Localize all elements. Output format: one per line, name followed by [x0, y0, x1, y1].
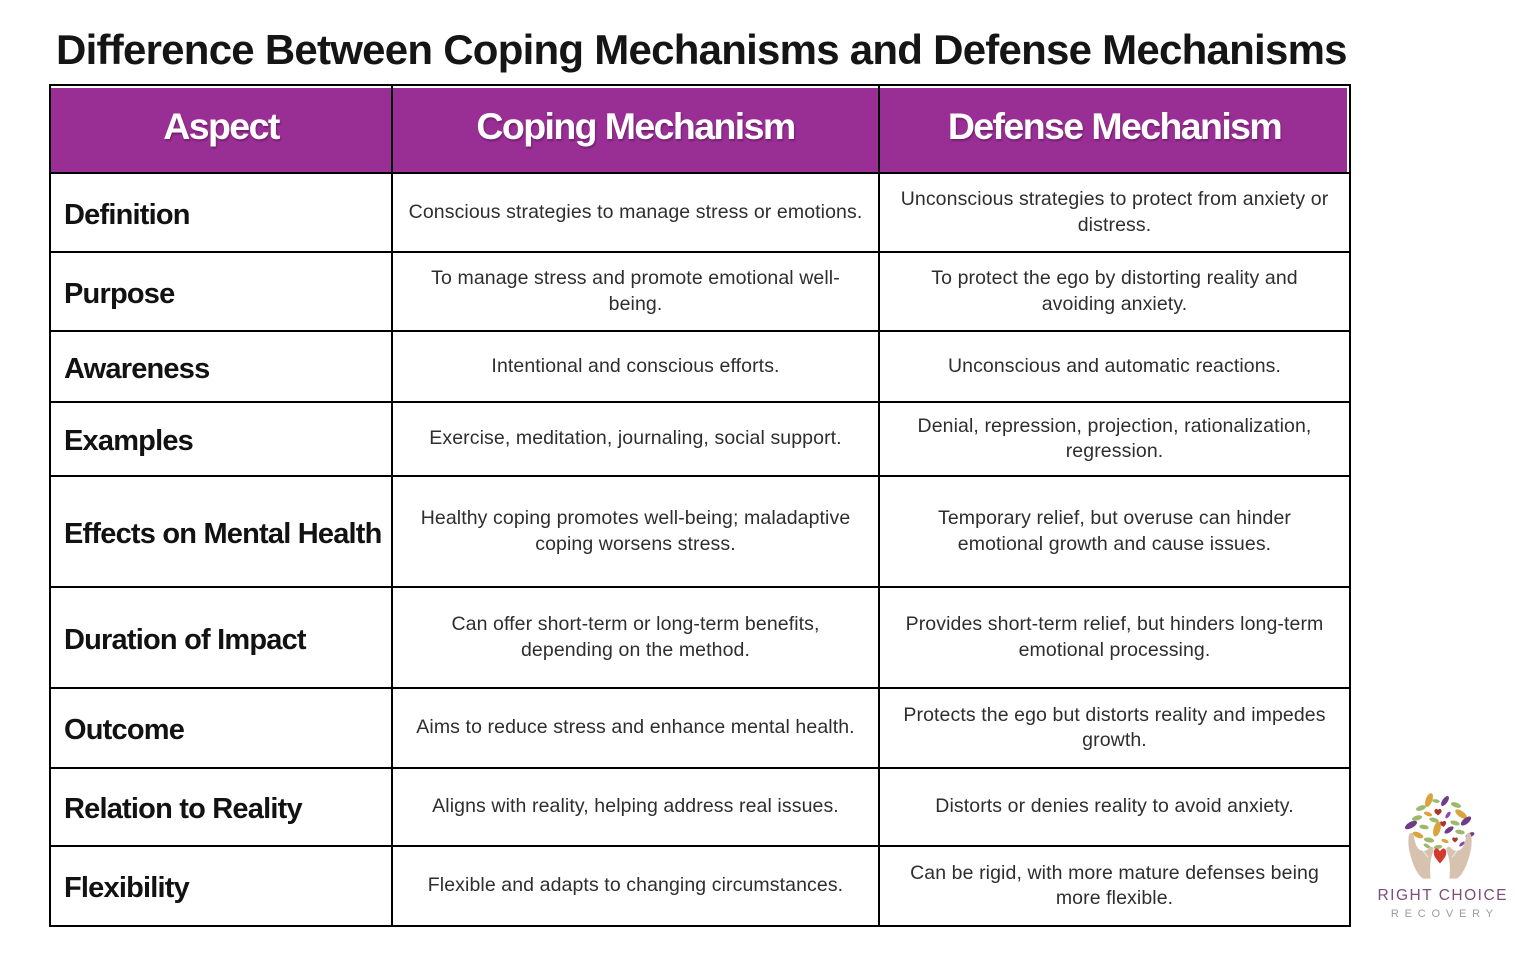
defense-mechanism-cell: Temporary relief, but overuse can hinder…: [880, 477, 1349, 588]
defense-mechanism-cell: Protects the ego but distorts reality an…: [880, 689, 1349, 769]
defense-mechanism-cell: Provides short-term relief, but hinders …: [880, 588, 1349, 689]
right-choice-recovery-logo: RIGHT CHOICE RECOVERY: [1371, 781, 1513, 920]
row-label: Relation to Reality: [51, 769, 393, 847]
page-title: Difference Between Coping Mechanisms and…: [56, 26, 1348, 73]
row-label: Effects on Mental Health: [51, 477, 393, 588]
coping-mechanism-cell: Exercise, meditation, journaling, social…: [393, 403, 880, 477]
hands-holding-heart-icon: [1404, 793, 1475, 879]
coping-mechanism-cell: Flexible and adapts to changing circumst…: [393, 847, 880, 925]
column-header-defense-mechanism: Defense Mechanism: [880, 86, 1349, 174]
row-label: Outcome: [51, 689, 393, 769]
logo-text-recovery: RECOVERY: [1390, 908, 1499, 920]
row-label: Flexibility: [51, 847, 393, 925]
row-label: Awareness: [51, 332, 393, 403]
defense-mechanism-cell: Can be rigid, with more mature defenses …: [910, 861, 1319, 910]
defense-mechanism-cell: Unconscious and automatic reactions.: [880, 332, 1349, 403]
row-label: Purpose: [51, 253, 393, 332]
defense-mechanism-cell: Unconscious strategies to protect from a…: [880, 174, 1349, 253]
row-label: Definition: [51, 174, 393, 253]
coping-mechanism-cell: Conscious strategies to manage stress or…: [393, 174, 880, 253]
column-header-aspect: Aspect: [51, 86, 393, 174]
coping-mechanism-cell: Healthy coping promotes well-being; mala…: [393, 477, 880, 588]
row-label: Duration of Impact: [51, 588, 393, 689]
coping-mechanism-cell: To manage stress and promote emotional w…: [393, 253, 880, 332]
coping-mechanism-cell: Aims to reduce stress and enhance mental…: [393, 689, 880, 769]
defense-mechanism-cell: To protect the ego by distorting reality…: [880, 253, 1349, 332]
logo-text-right-choice: RIGHT CHOICE: [1377, 887, 1509, 904]
defense-mechanism-cell: Denial, repression, projection, rational…: [880, 403, 1349, 477]
row-label: Examples: [51, 403, 393, 477]
defense-mechanism-cell: Distorts or denies reality to avoid anxi…: [880, 769, 1349, 847]
coping-mechanism-cell: Intentional and conscious efforts.: [393, 332, 880, 403]
comparison-table: Aspect Coping Mechanism Defense Mechanis…: [49, 84, 1351, 927]
coping-mechanism-cell: Aligns with reality, helping address rea…: [393, 769, 880, 847]
coping-mechanism-cell: Can offer short-term or long-term benefi…: [393, 588, 880, 689]
column-header-coping-mechanism: Coping Mechanism: [393, 86, 880, 174]
